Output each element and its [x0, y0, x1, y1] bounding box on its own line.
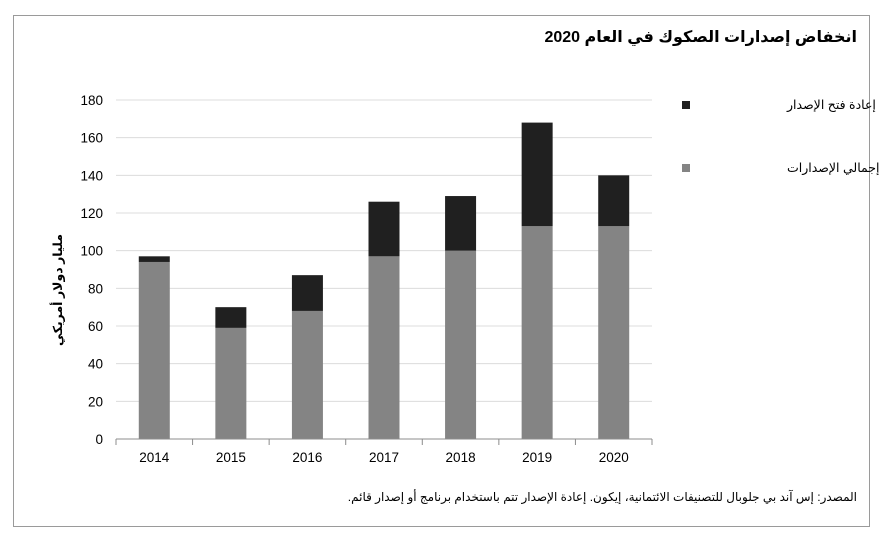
- bar-total-issuance: [598, 226, 630, 439]
- bar-total-issuance: [368, 256, 400, 439]
- y-tick-label: 20: [88, 394, 103, 409]
- bar-total-issuance: [138, 261, 170, 439]
- bar-reopening: [368, 201, 400, 257]
- x-tick-label: 2018: [446, 450, 476, 465]
- bar-reopening: [138, 256, 170, 262]
- legend-swatch-reopening: [682, 101, 690, 109]
- legend-swatch-total-issuance: [682, 164, 690, 172]
- y-axis-label: مليار دولار أمريكي: [49, 234, 65, 346]
- y-tick-label: 60: [88, 319, 103, 334]
- y-tick-label: 160: [80, 131, 103, 146]
- x-tick-label: 2019: [522, 450, 552, 465]
- axis-layer: 0 20 40 60 80 100 120 140 160 180 2014 2015 2016 2017…: [80, 93, 653, 465]
- y-tick-label: 100: [80, 244, 103, 259]
- y-tick-label: 40: [88, 357, 103, 372]
- bar-total-issuance: [445, 250, 477, 439]
- bar-total-issuance: [215, 327, 247, 439]
- bar-total-issuance: [291, 310, 323, 439]
- y-tick-label: 140: [80, 168, 103, 183]
- bar-reopening: [521, 122, 553, 227]
- bar-reopening: [291, 275, 323, 311]
- x-tick-label: 2014: [139, 450, 170, 465]
- y-tick-label: 80: [88, 281, 103, 296]
- x-tick-label: 2017: [369, 450, 399, 465]
- y-tick-label: 180: [80, 93, 103, 108]
- legend-label-total-issuance: إجمالي الإصدارات: [787, 161, 879, 176]
- x-tick-label: 2020: [599, 450, 629, 465]
- bar-total-issuance: [521, 226, 553, 439]
- bar-reopening: [215, 307, 247, 328]
- bar-reopening: [445, 196, 477, 251]
- y-tick-label: 120: [80, 206, 103, 221]
- source-note: المصدر: إس آند بي جلوبال للتصنيفات الائت…: [347, 490, 857, 504]
- bar-reopening: [598, 175, 630, 227]
- legend-layer: إعادة فتح الإصدار إجمالي الإصدارات: [682, 98, 879, 176]
- x-tick-label: 2016: [292, 450, 322, 465]
- y-tick-label: 0: [95, 432, 103, 447]
- chart-title: انخفاض إصدارات الصكوك في العام 2020: [544, 29, 857, 46]
- legend-label-reopening: إعادة فتح الإصدار: [786, 98, 876, 113]
- x-tick-label: 2015: [216, 450, 246, 465]
- bars-layer: [138, 122, 630, 439]
